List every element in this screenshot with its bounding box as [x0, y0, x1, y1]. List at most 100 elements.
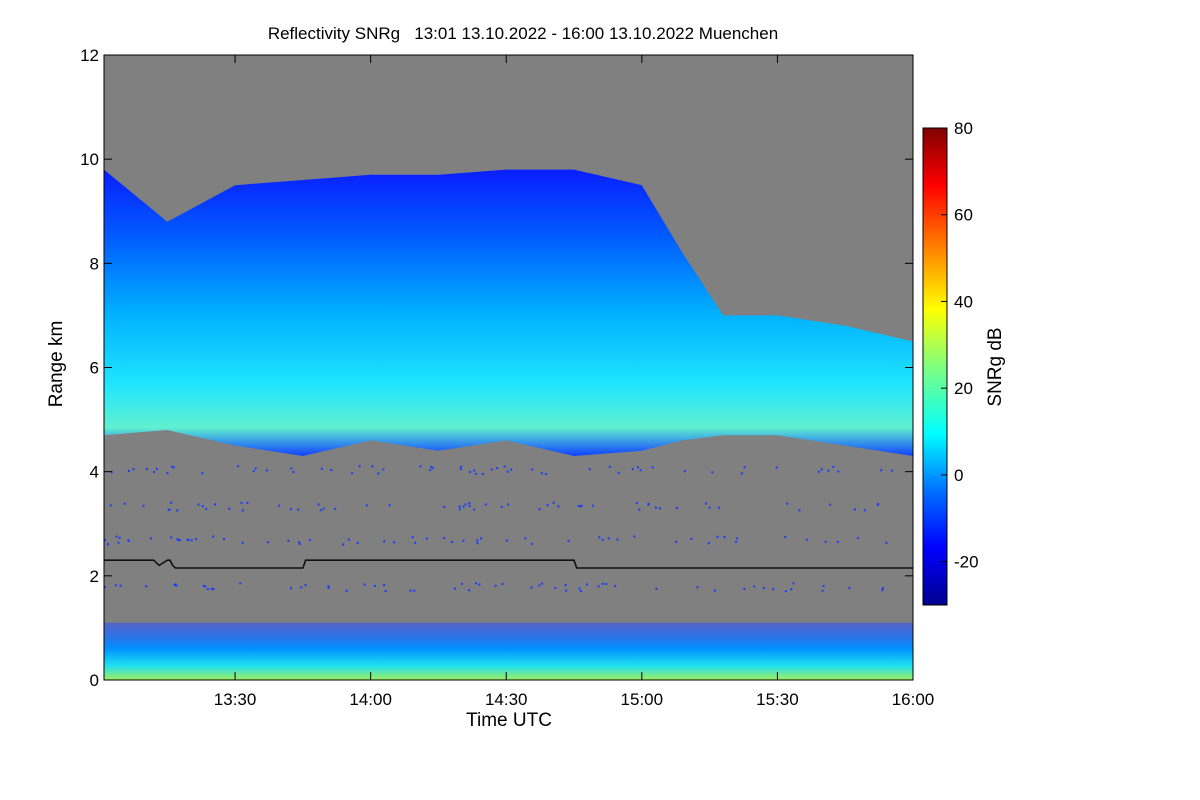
noise-speckle [881, 589, 884, 592]
noise-speckle [287, 539, 290, 542]
noise-speckle [431, 466, 434, 469]
x-tick-label: 15:00 [621, 690, 664, 709]
noise-speckle [696, 586, 699, 589]
noise-speckle [289, 508, 292, 511]
noise-speckle [473, 469, 476, 472]
noise-speckle [119, 584, 122, 587]
noise-speckle [478, 583, 481, 586]
noise-speckle [705, 502, 708, 505]
detected-layer-line [104, 559, 913, 569]
noise-speckle [206, 588, 209, 591]
y-tick-label: 8 [90, 254, 99, 273]
noise-speckle [411, 536, 414, 539]
noise-speckle [118, 536, 121, 539]
noise-speckle [459, 508, 461, 511]
noise-speckle [197, 503, 200, 506]
noise-speckle [637, 466, 639, 469]
noise-speckle [607, 537, 610, 540]
noise-speckle [347, 538, 350, 541]
noise-speckle [496, 467, 499, 470]
colorbar-tick-label: 60 [954, 206, 973, 225]
noise-speckle [351, 472, 354, 475]
noise-speckle [876, 504, 879, 507]
noise-speckle [579, 505, 582, 508]
noise-speckle [175, 584, 178, 587]
noise-speckle [635, 502, 638, 505]
noise-speckle [530, 586, 533, 589]
y-tick-label: 12 [80, 46, 99, 65]
noise-speckle [319, 509, 322, 512]
colorbar [922, 127, 948, 606]
x-axis: 13:30 14:00 14:30 15:00 15:30 16:00 [214, 55, 934, 709]
noise-speckle [786, 502, 789, 505]
noise-speckle [775, 466, 778, 469]
noise-speckle [356, 541, 359, 544]
noise-speckle [430, 465, 433, 468]
noise-speckle [104, 539, 106, 541]
noise-speckle [214, 503, 216, 506]
noise-speckle [292, 471, 295, 473]
noise-speckle [639, 469, 642, 472]
noise-speckle [588, 468, 591, 471]
colorbar-label: SNRg dB [985, 327, 1006, 406]
noise-speckle [171, 465, 173, 468]
noise-speckle [824, 540, 827, 543]
noise-speckle [473, 508, 476, 511]
noise-speckle [176, 538, 179, 541]
noise-speckle [322, 507, 325, 510]
noise-speckle [805, 538, 808, 541]
noise-speckle [601, 538, 604, 541]
colorbar-tick-label: 20 [954, 379, 973, 398]
x-tick-label: 14:00 [349, 690, 392, 709]
noise-speckle [557, 505, 560, 508]
noise-speckle [890, 469, 893, 472]
noise-speckle [877, 503, 880, 505]
y-tick-label: 4 [90, 463, 99, 482]
noise-speckle [345, 589, 348, 592]
noise-speckle [309, 539, 312, 542]
noise-speckle [320, 467, 323, 470]
cloud-layer [104, 169, 913, 456]
noise-speckle [172, 466, 175, 469]
y-tick-label: 10 [80, 150, 99, 169]
noise-speckle [475, 582, 477, 585]
noise-speckle [633, 535, 636, 538]
noise-speckle [168, 508, 171, 511]
noise-speckle [829, 503, 832, 506]
noise-speckle [616, 538, 619, 541]
noise-speckle [212, 535, 215, 538]
noise-speckle [736, 537, 739, 540]
noise-speckle [708, 506, 711, 509]
noise-speckle [443, 537, 446, 540]
x-tick-label: 13:30 [214, 690, 257, 709]
noise-speckle [170, 536, 173, 539]
noise-speckle [790, 588, 793, 591]
noise-speckle [469, 471, 472, 473]
noise-speckle [792, 582, 795, 585]
noise-speckle [490, 468, 493, 471]
noise-speckle [241, 509, 244, 512]
noise-speckle [413, 589, 416, 592]
noise-speckle [462, 539, 465, 542]
noise-speckle [713, 589, 716, 592]
noise-speckle [784, 590, 787, 593]
noise-speckle [204, 585, 207, 588]
noise-speckle [365, 504, 368, 507]
noise-speckle [127, 539, 130, 542]
y-axis-label: Range km [46, 321, 67, 408]
noise-speckle [863, 509, 866, 512]
noise-speckle [723, 536, 726, 538]
noise-speckle [278, 504, 281, 507]
noise-speckle [187, 539, 190, 541]
noise-speckle [252, 470, 255, 473]
noise-speckle [817, 470, 820, 473]
noise-speckle [474, 472, 477, 475]
y-tick-label: 0 [90, 671, 99, 690]
noise-speckle [254, 467, 257, 470]
noise-speckle [334, 507, 337, 510]
colorbar-tick-label: 40 [954, 292, 973, 311]
noise-speckle [567, 540, 570, 543]
noise-speckle [468, 505, 471, 507]
noise-speckle [468, 589, 470, 592]
noise-speckle [210, 587, 213, 590]
